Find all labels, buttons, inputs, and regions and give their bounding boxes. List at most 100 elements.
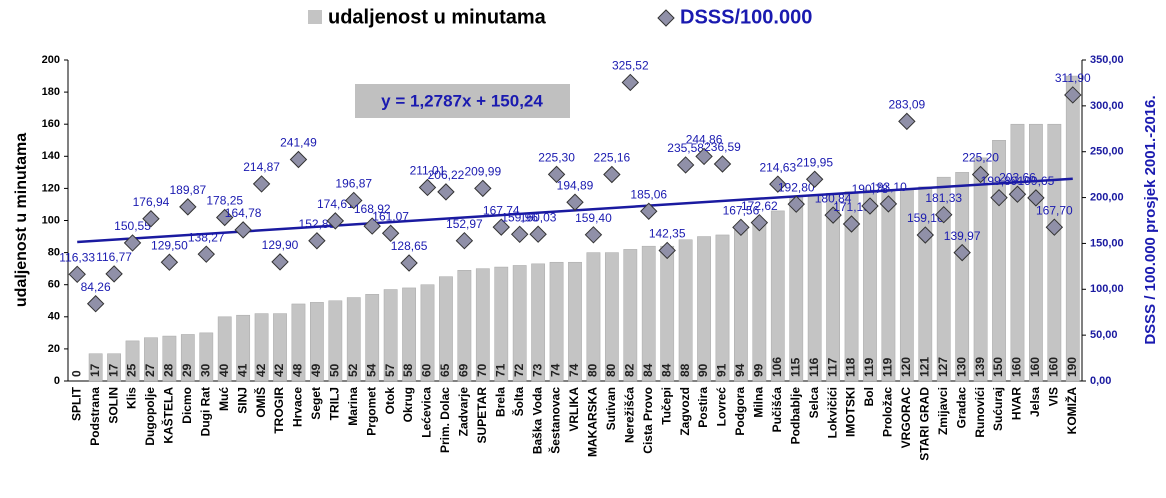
diamond-marker — [935, 205, 953, 224]
diamond-marker — [437, 183, 455, 201]
diamond-marker — [879, 195, 898, 213]
y-tick-label: 140 — [42, 150, 60, 162]
bar-value-label: 139 — [973, 357, 987, 377]
bar — [273, 313, 287, 382]
bar — [310, 302, 324, 382]
data-label: 206,22 — [428, 168, 465, 182]
trendline-equation: y = 1,2787x + 150,24 — [381, 91, 543, 110]
x-tick-label: Zadvarje — [457, 387, 471, 437]
x-tick-label: Nerežišća — [622, 387, 636, 443]
bar-value-label: 127 — [936, 357, 950, 377]
x-tick-label: VRGORAC — [899, 387, 913, 449]
diamond-marker — [805, 170, 824, 188]
x-tick-label: VRLIKA — [567, 387, 581, 432]
bar — [365, 294, 380, 382]
data-label: 84,26 — [81, 280, 111, 294]
data-label: 152,88 — [299, 217, 336, 231]
data-label: 190,78 — [852, 182, 889, 196]
data-label: 172,62 — [741, 199, 778, 213]
bar-value-label: 25 — [125, 363, 139, 377]
data-label: 159,16 — [907, 211, 944, 225]
data-label: 214,63 — [759, 160, 796, 174]
bar — [1047, 123, 1062, 382]
bar-value-label: 90 — [696, 363, 710, 377]
diamond-marker — [86, 295, 105, 313]
data-label: 311,90 — [1055, 71, 1091, 85]
x-tick-label: Zmijavci — [936, 387, 950, 435]
data-label: 203,66 — [999, 170, 1036, 184]
data-label: 236,59 — [704, 140, 741, 154]
diamond-marker — [400, 254, 418, 272]
x-tick-label: Pučišća — [770, 387, 784, 433]
y-tick-label: 60 — [48, 279, 60, 291]
diamond-marker — [179, 198, 197, 216]
data-label: 194,89 — [557, 178, 594, 192]
x-tick-label: OMIŠ — [253, 387, 268, 418]
data-label: 174,61 — [317, 197, 354, 211]
x-tick-label: Podgora — [733, 387, 747, 436]
bar — [531, 263, 546, 382]
diamond-marker — [787, 195, 805, 213]
x-tick-label: KAŠTELA — [161, 387, 176, 444]
bar-value-label: 27 — [143, 363, 157, 377]
bar-value-label: 88 — [678, 363, 692, 377]
bar-value-label: 52 — [346, 363, 360, 377]
bar — [383, 289, 398, 382]
data-label: 167,56 — [723, 203, 760, 217]
diamond-marker — [418, 178, 437, 197]
diamond-marker — [566, 193, 584, 211]
bar-value-label: 160 — [1010, 357, 1024, 377]
diamond-marker — [455, 231, 474, 250]
data-label: 241,49 — [280, 136, 317, 150]
y-tick-label: 20 — [48, 343, 60, 355]
data-label: 196,87 — [335, 177, 372, 191]
y-tick-label: 0 — [54, 375, 60, 387]
bar — [236, 314, 251, 382]
y2-tick-label: 200,00 — [1090, 191, 1124, 203]
data-label: 192,80 — [778, 180, 815, 194]
legend-label: DSSS/100.000 — [680, 6, 812, 28]
bar-value-label: 0 — [69, 370, 83, 377]
y-tick-label: 120 — [42, 182, 60, 194]
x-tick-label: Seget — [309, 387, 323, 420]
bar-value-label: 117 — [825, 357, 839, 377]
bar — [660, 245, 675, 382]
data-label: 180,84 — [815, 191, 852, 205]
bar-value-label: 74 — [567, 363, 581, 377]
legend-swatch — [308, 10, 322, 24]
data-label: 178,25 — [206, 194, 243, 208]
data-label: 176,94 — [133, 195, 170, 209]
diamond-marker — [1027, 189, 1045, 207]
bar-value-label: 160 — [1028, 357, 1042, 377]
diamond-marker — [971, 165, 990, 184]
diamond-marker — [363, 217, 381, 235]
bar — [863, 189, 877, 382]
y2-tick-label: 150,00 — [1090, 237, 1124, 249]
data-label: 181,33 — [925, 191, 962, 205]
bar — [807, 194, 822, 382]
data-label: 168,92 — [354, 202, 391, 216]
bar-value-label: 84 — [641, 363, 655, 377]
bar-value-label: 30 — [198, 363, 212, 377]
x-tick-label: Klis — [125, 387, 139, 409]
data-label: 225,30 — [538, 151, 575, 165]
bar — [752, 221, 767, 382]
diamond-marker — [142, 210, 160, 228]
bar — [973, 157, 988, 382]
data-label: 116,77 — [96, 250, 132, 264]
data-label: 189,87 — [169, 183, 206, 197]
data-label: 225,16 — [594, 151, 631, 165]
data-label: 214,87 — [243, 160, 280, 174]
bar — [586, 252, 601, 382]
bar-value-label: 91 — [715, 363, 729, 377]
bar-value-label: 40 — [217, 363, 231, 377]
bar-value-label: 29 — [180, 363, 194, 377]
bar — [512, 265, 527, 382]
data-label: 219,95 — [796, 155, 833, 169]
diamond-marker — [308, 232, 326, 250]
x-tick-label: Podbablje — [788, 387, 802, 445]
diamond-marker — [1045, 218, 1064, 236]
x-tick-label: TRILJ — [327, 387, 341, 420]
data-label: 161,07 — [372, 209, 409, 223]
y-tick-label: 100 — [42, 214, 60, 226]
